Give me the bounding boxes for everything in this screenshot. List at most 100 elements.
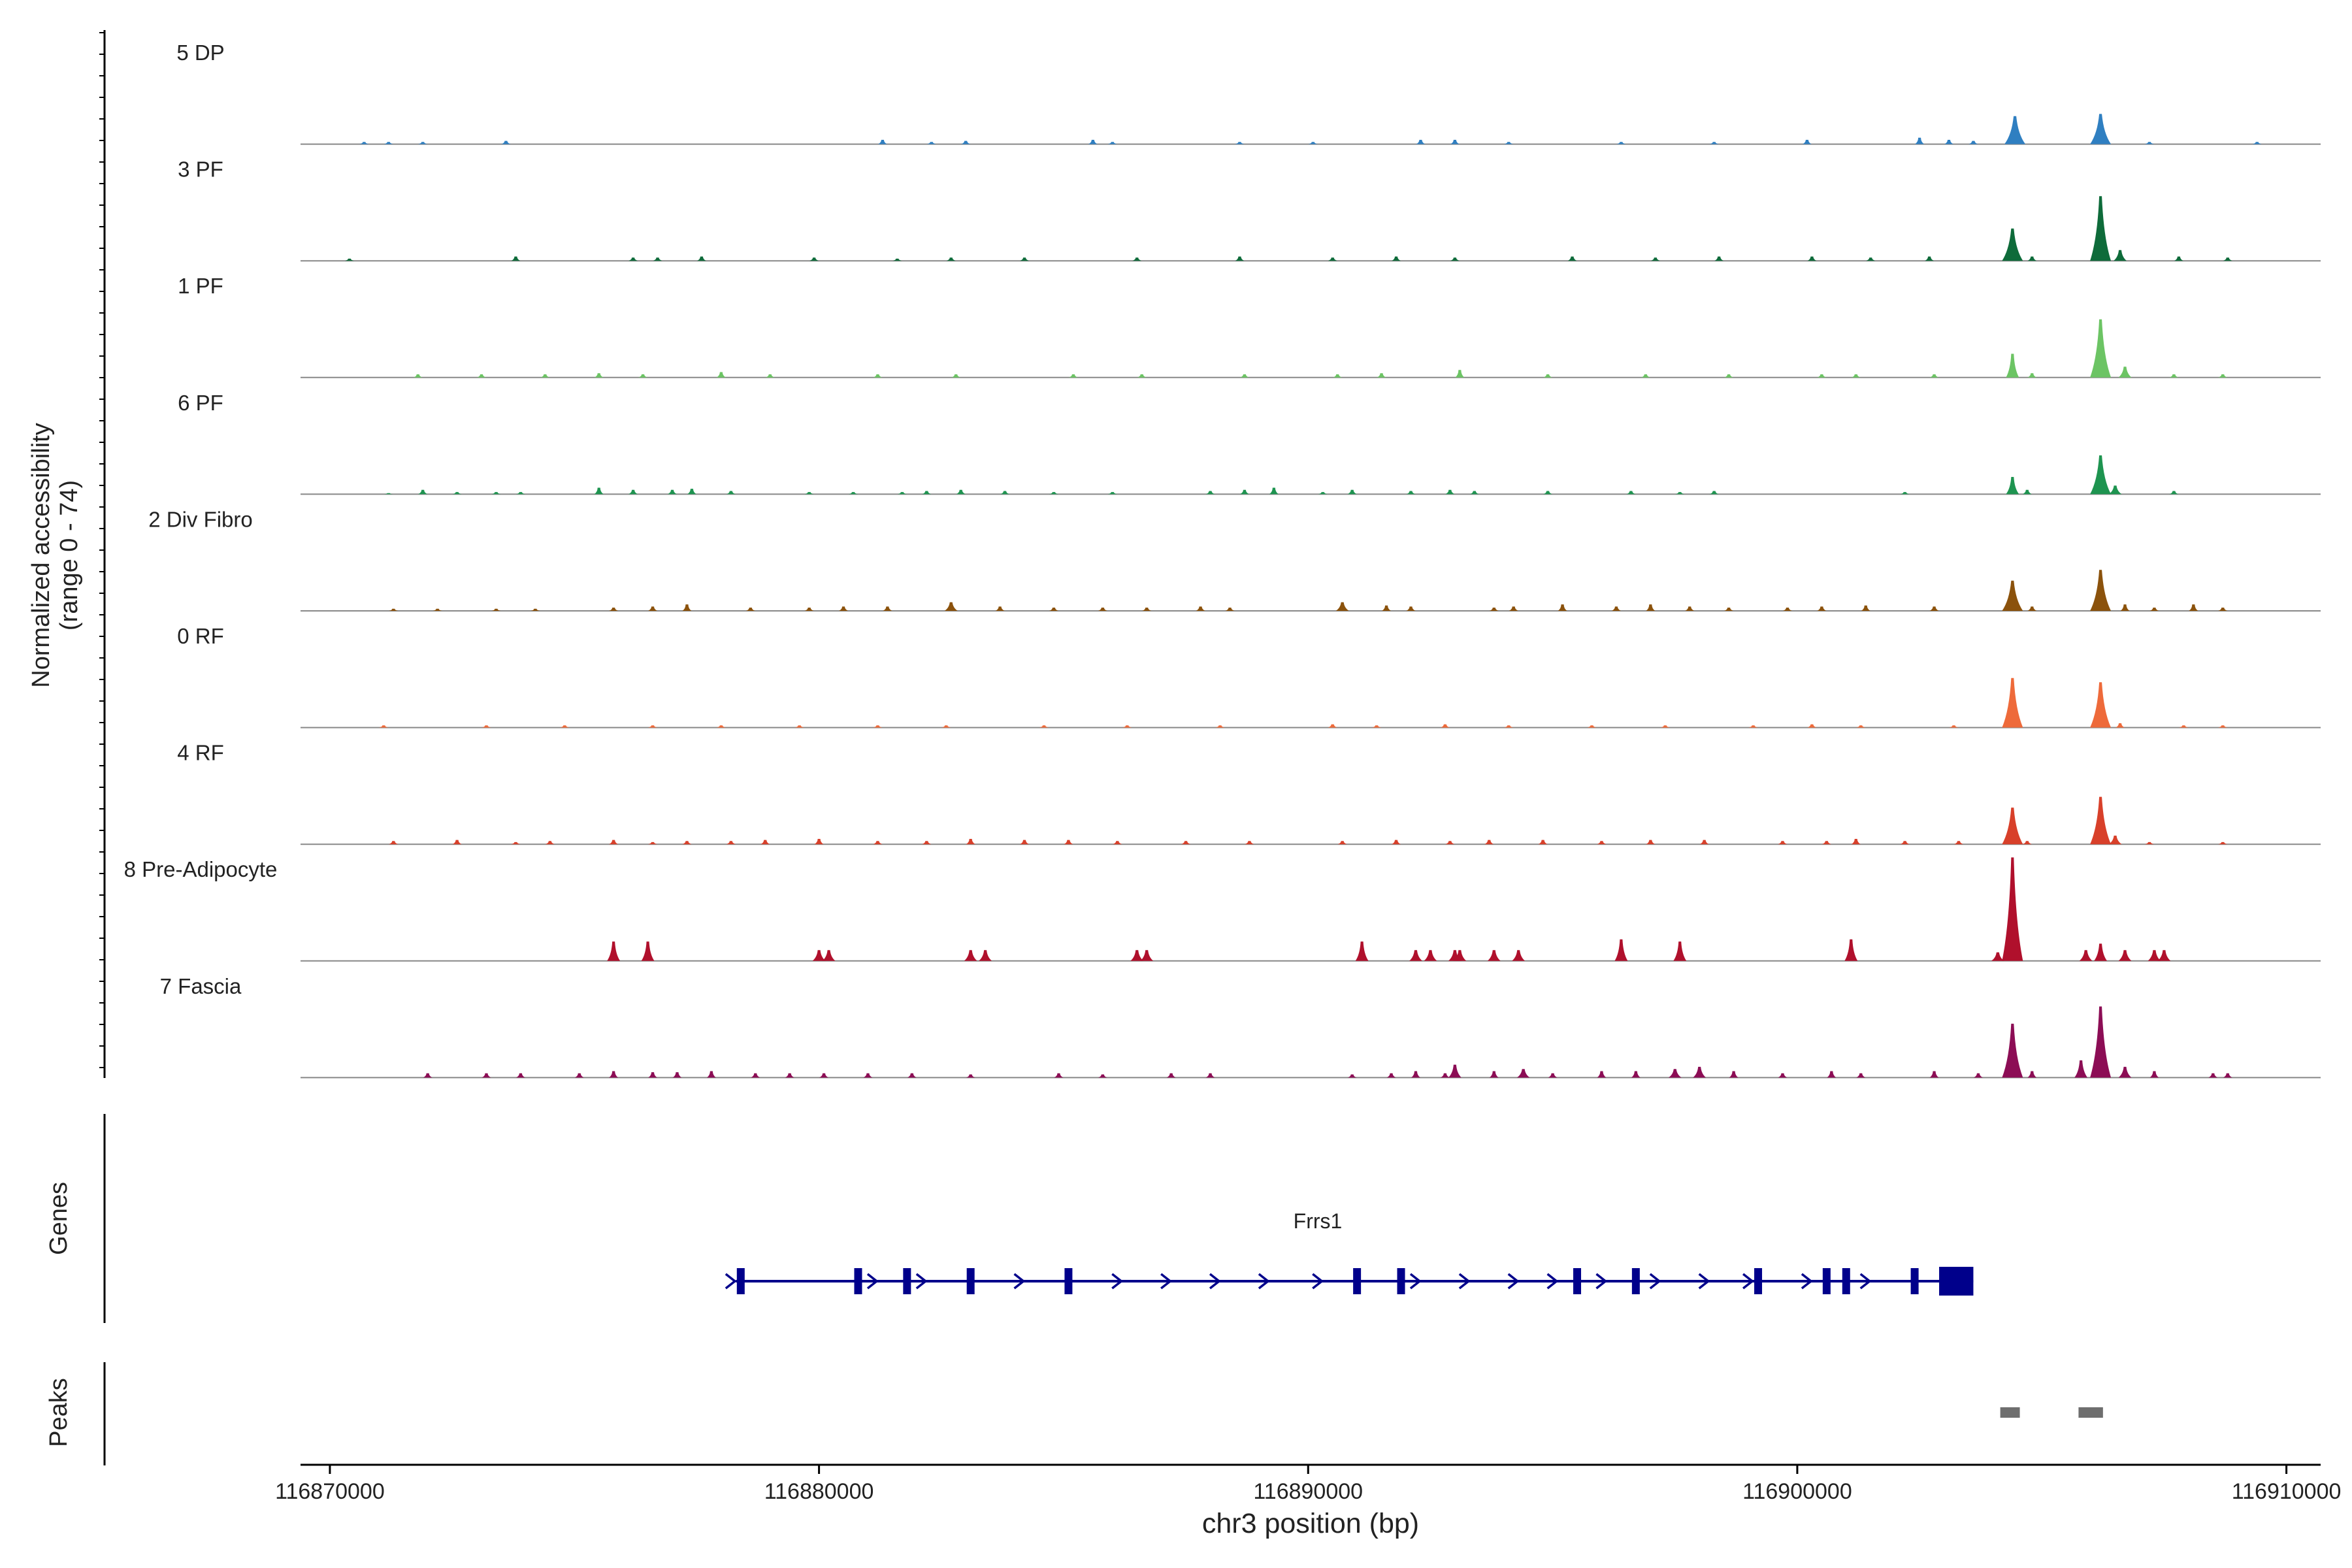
coverage-peak xyxy=(1181,841,1191,845)
coverage-peak xyxy=(2149,608,2159,611)
strand-arrow xyxy=(1507,1273,1520,1290)
coverage-peak xyxy=(667,489,677,495)
coverage-peak xyxy=(574,1073,584,1078)
coverage-peak xyxy=(1709,491,1719,495)
coverage-peak xyxy=(638,374,648,378)
coverage-peak xyxy=(1597,841,1607,845)
coverage-peak xyxy=(1699,840,1709,845)
coverage-peak xyxy=(384,142,393,144)
coverage-peak xyxy=(1724,608,1734,611)
coverage-peak xyxy=(1130,950,1144,961)
coverage-peak xyxy=(511,841,521,845)
coverage-peak xyxy=(2090,455,2112,495)
coverage-peak xyxy=(648,1072,658,1078)
coverage-peak xyxy=(344,258,354,261)
coverage-peak xyxy=(1440,1073,1450,1078)
strand-arrow xyxy=(1801,1273,1813,1290)
coverage-peak xyxy=(1709,142,1719,144)
gene-last-exon xyxy=(1939,1267,1974,1296)
coverage-peak xyxy=(1851,838,1861,845)
gene-exon xyxy=(1631,1268,1640,1294)
coverage-peak xyxy=(964,950,977,961)
coverage-peak xyxy=(751,1073,760,1078)
coverage-peak xyxy=(2120,604,2130,611)
gene-exon xyxy=(1397,1268,1405,1294)
coverage-peak xyxy=(1968,140,1978,144)
coverage-peak xyxy=(848,492,858,495)
strand-arrow xyxy=(1546,1273,1559,1290)
coverage-peak xyxy=(1929,374,1939,378)
coverage-peak xyxy=(1567,256,1577,261)
coverage-peak xyxy=(1049,608,1058,611)
coverage-peak xyxy=(2090,682,2112,728)
coverage-peak xyxy=(1039,725,1049,728)
coverage-peak xyxy=(1631,1071,1641,1078)
peak-regions xyxy=(2000,1407,2103,1418)
coverage-peak xyxy=(418,142,428,144)
coverage-peak xyxy=(2169,491,2179,495)
coverage-peak xyxy=(1235,256,1245,261)
coverage-peak xyxy=(1245,841,1254,845)
coverage-peak xyxy=(2090,114,2112,144)
coverage-peak xyxy=(995,606,1005,611)
coverage-peak xyxy=(696,256,706,261)
coverage-peak xyxy=(2223,257,2232,261)
coverage-peak xyxy=(873,374,883,378)
coverage-peak xyxy=(1487,950,1501,961)
coverage-peak xyxy=(1406,491,1416,495)
coverage-peak xyxy=(2090,196,2112,261)
coverage-peak xyxy=(482,725,491,728)
coverage-peak xyxy=(1646,604,1656,611)
coverage-peak xyxy=(1587,725,1597,728)
track-8-pre-adipocyte: 8 Pre-Adipocyte xyxy=(124,857,2321,962)
coverage-peak xyxy=(1668,1069,1682,1078)
strand-arrow xyxy=(1160,1273,1172,1290)
coverage-peak xyxy=(1416,140,1426,144)
coverage-peak xyxy=(648,606,658,611)
coverage-peak xyxy=(2144,841,2154,845)
coverage-peak xyxy=(966,1074,975,1078)
coverage-peak xyxy=(1748,725,1758,728)
coverage-peak xyxy=(839,606,849,611)
coverage-peak xyxy=(1802,140,1812,144)
coverage-peak xyxy=(1239,489,1249,495)
coverage-peak xyxy=(1469,491,1479,495)
coverage-peak xyxy=(961,140,971,144)
gene-exon xyxy=(1064,1268,1073,1294)
coverage-peak xyxy=(716,725,726,728)
coverage-peak xyxy=(1239,374,1249,378)
coverage-peak xyxy=(1616,142,1626,144)
peaks-panel-label: Peaks xyxy=(45,1378,73,1447)
coverage-peak xyxy=(594,373,604,378)
strand-arrow xyxy=(725,1273,737,1290)
coverage-y-label-line1: Normalized accessibility xyxy=(27,423,55,687)
coverage-peak xyxy=(1196,606,1205,611)
x-axis-title: chr3 position (bp) xyxy=(1202,1508,1419,1539)
coverage-peak xyxy=(682,604,692,611)
strand-arrow xyxy=(1409,1273,1422,1290)
coverage-peak xyxy=(2090,1006,2112,1078)
coverage-peak xyxy=(726,841,736,845)
coverage-peak xyxy=(515,1073,525,1078)
x-axis-ticks: 116870000 116880000 116890000 116900000 1169… xyxy=(275,1465,2341,1504)
gene-exon xyxy=(966,1268,975,1294)
coverage-peak xyxy=(1205,491,1215,495)
strand-arrow xyxy=(1258,1273,1270,1290)
coverage-peak xyxy=(2027,373,2037,378)
peak-region xyxy=(2078,1407,2103,1418)
coverage-peak xyxy=(511,256,521,261)
coverage-peak xyxy=(491,608,501,611)
track-0-rf: 0 RF xyxy=(177,624,2321,728)
coverage-peak xyxy=(672,1072,682,1078)
coverage-peak xyxy=(1215,725,1225,728)
coverage-peak xyxy=(2002,1023,2023,1078)
coverage-peak xyxy=(877,140,887,144)
coverage-peak xyxy=(2090,796,2112,845)
gene-exon xyxy=(1754,1268,1763,1294)
coverage-peak xyxy=(1516,1069,1530,1078)
coverage-peak xyxy=(951,374,961,378)
coverage-peak xyxy=(2108,836,2122,845)
coverage-peak xyxy=(1675,492,1685,495)
coverage-peak xyxy=(1504,725,1514,728)
coverage-peak xyxy=(794,725,804,728)
